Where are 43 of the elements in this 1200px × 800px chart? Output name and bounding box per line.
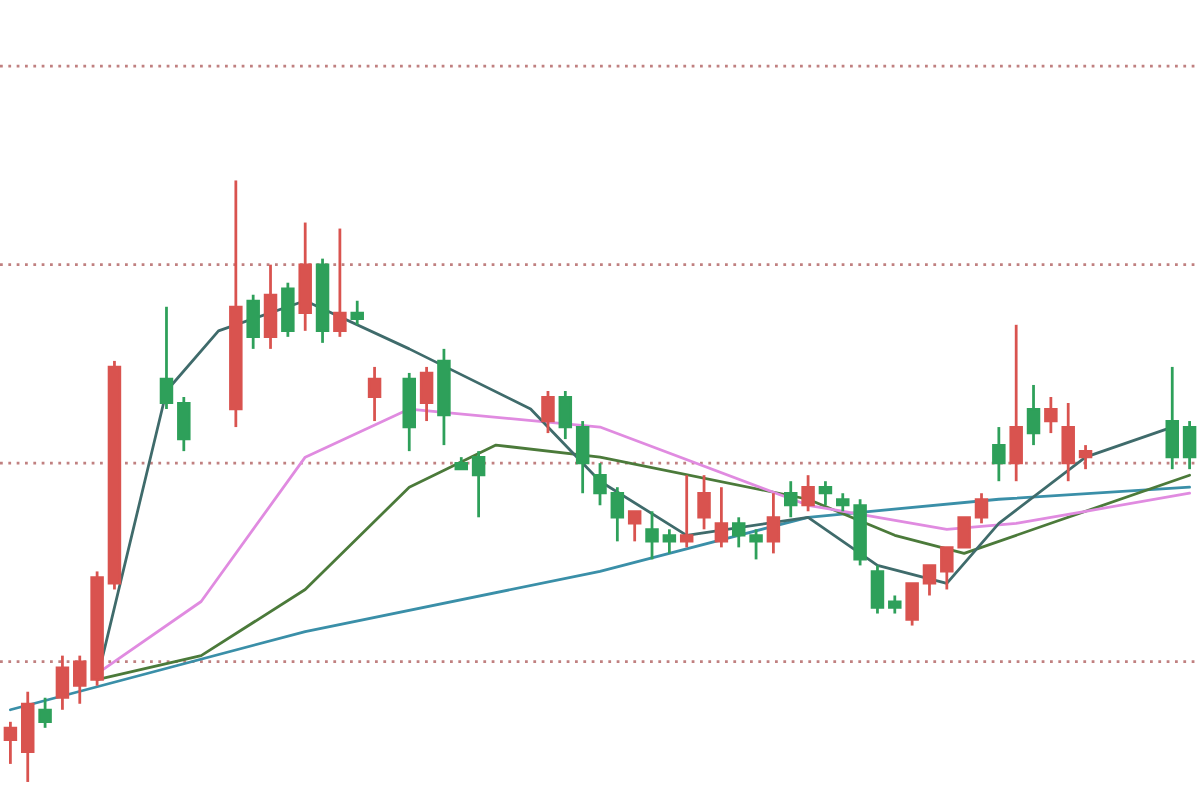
candlestick [1165, 365, 1179, 471]
candlestick [38, 696, 52, 730]
candlestick [1044, 395, 1058, 435]
candlestick [731, 515, 746, 549]
candlestick [575, 419, 590, 495]
candlestick [974, 491, 989, 525]
candlestick [177, 395, 191, 453]
candlestick [558, 389, 573, 441]
candlestick [1061, 401, 1075, 483]
candlestick [593, 461, 607, 507]
candlestick [905, 582, 919, 627]
candlestick [1182, 419, 1197, 471]
candlestick [801, 473, 815, 513]
candlestick [645, 509, 659, 561]
candlestick [766, 491, 781, 555]
candlestick [662, 527, 677, 555]
candlestick [610, 485, 625, 543]
candlestick [627, 509, 642, 543]
candlestick [350, 299, 364, 327]
candlestick [679, 473, 694, 549]
candlestick [246, 293, 260, 351]
candlestick [888, 594, 902, 615]
candlestick [697, 473, 711, 531]
candlestick [922, 564, 937, 597]
candlestick [1026, 383, 1041, 447]
candlestick [714, 485, 729, 549]
candlestick [870, 564, 885, 615]
candlestick [992, 425, 1006, 483]
candlestick [419, 365, 434, 423]
candlestick [749, 527, 763, 561]
candlestick [784, 479, 798, 519]
candlestick [159, 305, 174, 411]
candlestick [541, 389, 555, 435]
candlestick [471, 449, 486, 519]
candlestick [818, 479, 833, 507]
candlestick [263, 263, 278, 351]
candlestick [333, 227, 347, 339]
candlestick [3, 720, 18, 766]
candlestick [1009, 323, 1023, 483]
candlestick [367, 365, 382, 423]
candlestick [55, 654, 70, 712]
candlestick [1078, 443, 1093, 471]
candlestick [281, 281, 295, 339]
